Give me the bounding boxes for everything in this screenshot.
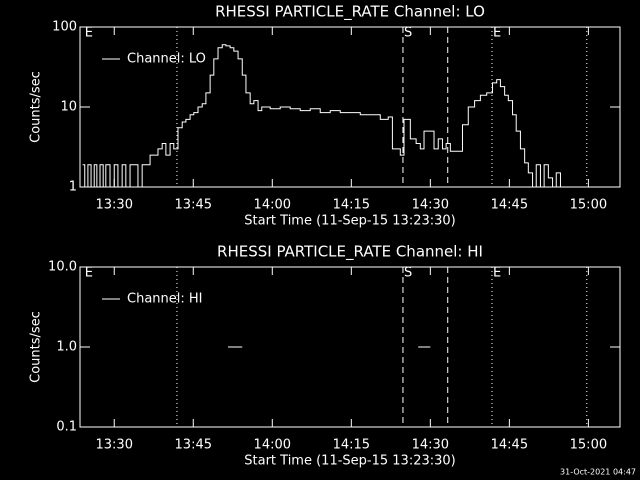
marker-label: E	[85, 26, 93, 41]
y-tick-label: 1.0	[56, 340, 77, 355]
y-tick-label: 0.1	[56, 420, 77, 435]
marker-label: S	[404, 26, 412, 41]
x-tick-label: 15:00	[570, 438, 607, 453]
y-tick-label: 10.0	[48, 260, 77, 275]
legend-label: Channel: HI	[127, 292, 203, 307]
x-tick-label: 14:00	[254, 198, 291, 213]
x-tick-label: 14:30	[412, 198, 449, 213]
y-tick-label: 10	[60, 100, 77, 115]
timestamp: 31-Oct-2021 04:47	[560, 468, 636, 477]
x-tick-label: 13:30	[96, 438, 133, 453]
marker-label: E	[493, 266, 501, 281]
x-tick-label: 14:30	[412, 438, 449, 453]
x-tick-label: 14:45	[491, 198, 528, 213]
marker-label: E	[493, 26, 501, 41]
x-tick-label: 14:45	[491, 438, 528, 453]
marker-label: S	[404, 266, 412, 281]
legend-label: Channel: LO	[127, 52, 206, 67]
y-tick-label: 100	[52, 20, 77, 35]
x-tick-label: 13:45	[175, 198, 212, 213]
chart-title: RHESSI PARTICLE_RATE Channel: HI	[217, 243, 483, 262]
x-tick-label: 14:00	[254, 438, 291, 453]
x-tick-label: 14:15	[333, 198, 370, 213]
x-tick-label: 13:45	[175, 438, 212, 453]
x-tick-label: 14:15	[333, 438, 370, 453]
x-tick-label: 15:00	[570, 198, 607, 213]
y-tick-label: 1	[69, 180, 77, 195]
marker-label: E	[85, 266, 93, 281]
x-axis-label: Start Time (11-Sep-15 13:23:30)	[244, 214, 455, 229]
data-line	[82, 44, 561, 188]
y-axis-label: Counts/sec	[29, 311, 44, 383]
x-axis-label: Start Time (11-Sep-15 13:23:30)	[244, 454, 455, 469]
x-tick-label: 13:30	[96, 198, 133, 213]
y-axis-label: Counts/sec	[29, 71, 44, 143]
chart-title: RHESSI PARTICLE_RATE Channel: LO	[215, 3, 485, 22]
